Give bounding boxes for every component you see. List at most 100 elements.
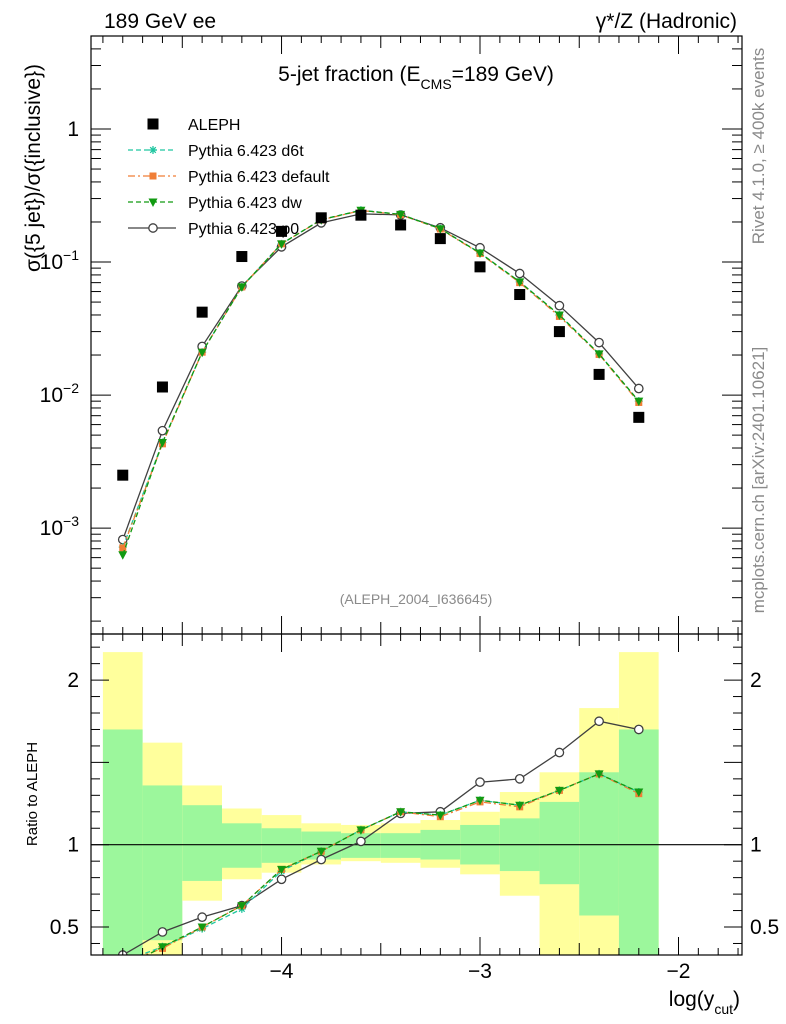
legend: ALEPH Pythia 6.423 d6t Pythia 6.423 defaul… bbox=[128, 117, 330, 238]
analysis-id: (ALEPH_2004_I636645) bbox=[340, 591, 493, 607]
ratio-y-axis-label: Ratio to ALEPH bbox=[24, 742, 41, 846]
x-axis-label: log(ycut) bbox=[669, 988, 740, 1017]
stat-uncertainty-band bbox=[102, 729, 143, 955]
stat-uncertainty-band bbox=[221, 823, 262, 868]
ratio-frame bbox=[90, 633, 743, 956]
series-point bbox=[554, 300, 565, 311]
ratio-point bbox=[475, 777, 485, 788]
stat-uncertainty-band bbox=[182, 805, 222, 881]
stat-uncertainty-band bbox=[539, 801, 580, 885]
legend-label: Pythia 6.423 p0 bbox=[188, 221, 299, 238]
series-point bbox=[435, 225, 445, 234]
ratio-tick-label-right: 0.5 bbox=[750, 916, 779, 939]
series-point bbox=[515, 278, 525, 287]
series-line bbox=[122, 213, 640, 540]
rivet-label: Rivet 4.1.0, ≥ 400k events bbox=[749, 48, 768, 244]
stat-uncertainty-band bbox=[618, 729, 659, 955]
ratio-point bbox=[633, 724, 644, 735]
ratio-point bbox=[237, 902, 247, 911]
legend-item: ALEPH bbox=[147, 117, 240, 134]
stat-uncertainty-band bbox=[579, 772, 619, 916]
x-tick-label: −3 bbox=[468, 960, 492, 983]
legend-label: Pythia 6.423 default bbox=[188, 169, 330, 186]
data-point bbox=[315, 212, 327, 224]
x-label-main: log(y bbox=[669, 988, 715, 1011]
series-point bbox=[157, 425, 168, 436]
series-point bbox=[594, 350, 604, 359]
ratio-point bbox=[157, 927, 168, 937]
y-tick-label: 10−1 bbox=[40, 247, 80, 274]
data-point bbox=[196, 306, 208, 318]
ratio-point bbox=[197, 912, 207, 922]
series-point bbox=[277, 240, 287, 249]
legend-marker bbox=[149, 172, 157, 180]
data-point bbox=[474, 261, 486, 273]
series-point bbox=[594, 337, 604, 348]
ratio-line bbox=[145, 773, 640, 955]
title-tail: =189 GeV) bbox=[452, 63, 554, 86]
data-point bbox=[355, 209, 367, 221]
legend-label: Pythia 6.423 dw bbox=[188, 195, 302, 212]
ratio-point bbox=[515, 801, 525, 811]
ratio-point bbox=[356, 836, 366, 847]
ratio-point bbox=[554, 786, 564, 796]
legend-item: Pythia 6.423 p0 bbox=[128, 221, 299, 238]
ratio-point bbox=[435, 811, 445, 821]
x-label-tail: ) bbox=[733, 988, 740, 1011]
series-point bbox=[633, 383, 644, 394]
ratio-line bbox=[122, 720, 639, 955]
ratio-point bbox=[316, 847, 326, 857]
data-point bbox=[117, 469, 129, 481]
ratio-point bbox=[197, 923, 207, 933]
series-line bbox=[122, 209, 640, 556]
ratio-point bbox=[554, 747, 565, 758]
ratio-point bbox=[634, 788, 644, 798]
x-label-subscript: cut bbox=[714, 1001, 733, 1017]
series-point bbox=[119, 544, 127, 552]
series-line bbox=[122, 209, 640, 549]
legend-item: Pythia 6.423 default bbox=[128, 169, 330, 186]
data-point bbox=[236, 251, 248, 263]
legend-marker bbox=[147, 118, 159, 130]
mcplots-label: mcplots.cern.ch [arXiv:2401.10621] bbox=[749, 347, 768, 613]
legend-label: Pythia 6.423 d6t bbox=[188, 143, 304, 160]
data-point bbox=[156, 381, 168, 393]
series-point bbox=[475, 249, 485, 258]
series-point bbox=[237, 283, 247, 292]
data-point bbox=[593, 368, 605, 380]
series-line bbox=[122, 209, 640, 548]
series-point bbox=[554, 311, 564, 320]
ratio-point bbox=[276, 874, 287, 885]
legend-item: Pythia 6.423 d6t bbox=[128, 143, 304, 160]
y-axis-label: σ({5 jet})/σ({inclusive}) bbox=[22, 64, 45, 272]
y-tick-label: 1 bbox=[67, 118, 79, 141]
data-point bbox=[633, 411, 645, 423]
title-main: 5-jet fraction (E bbox=[278, 63, 420, 86]
ratio-tick-label-right: 1 bbox=[750, 834, 762, 857]
x-tick-label: −2 bbox=[667, 960, 691, 983]
series-point bbox=[514, 268, 525, 279]
plot-title: 5-jet fraction (ECMS=189 GeV) bbox=[278, 63, 554, 92]
data-point bbox=[276, 225, 288, 237]
legend-marker bbox=[149, 146, 157, 154]
ratio-point bbox=[396, 808, 406, 817]
header-right: γ*/Z (Hadronic) bbox=[596, 10, 737, 33]
stat-uncertainty-band bbox=[142, 785, 183, 941]
ratio-point bbox=[277, 865, 287, 875]
ratio-point bbox=[475, 796, 485, 806]
stat-uncertainty-band bbox=[261, 828, 302, 863]
series-point bbox=[396, 210, 406, 220]
y-tick-label: 10−3 bbox=[40, 513, 80, 540]
series-point bbox=[634, 397, 644, 407]
ratio-tick-label-right: 2 bbox=[750, 669, 762, 692]
data-point bbox=[553, 326, 565, 338]
ratio-point bbox=[157, 943, 167, 952]
y-tick-label: 10−2 bbox=[40, 380, 80, 407]
ratio-point bbox=[316, 854, 327, 865]
legend-label: ALEPH bbox=[188, 117, 240, 134]
legend-marker bbox=[148, 223, 158, 233]
stat-uncertainty-band bbox=[380, 833, 421, 858]
ratio-tick-label-left: 2 bbox=[67, 669, 79, 692]
x-tick-label: −4 bbox=[270, 960, 294, 983]
